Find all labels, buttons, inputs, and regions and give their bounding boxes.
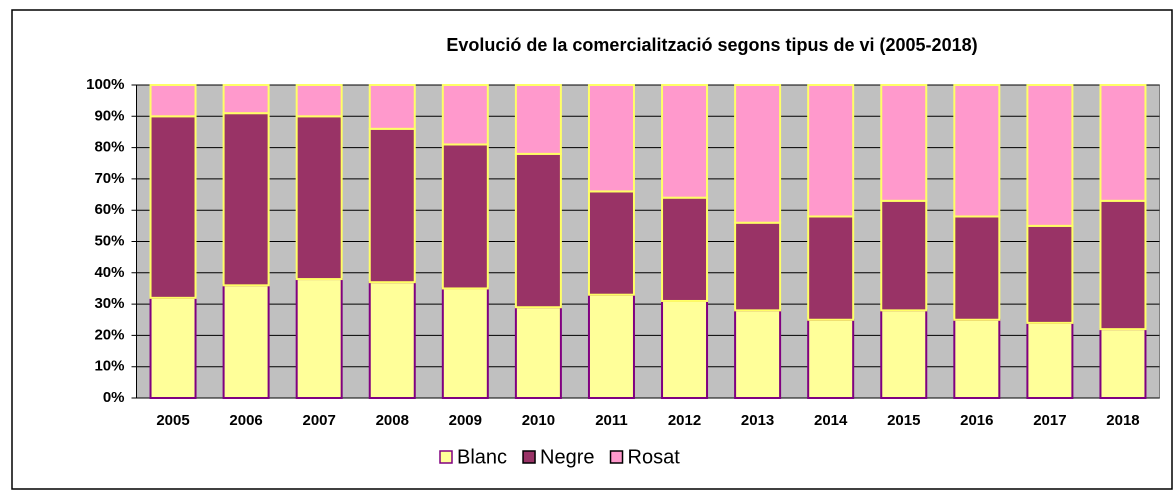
bar-segment bbox=[149, 84, 197, 118]
bar-segment bbox=[734, 221, 782, 312]
x-tick-label: 2005 bbox=[156, 412, 189, 429]
bar-segment bbox=[587, 293, 635, 399]
bar-segment bbox=[222, 112, 270, 287]
bar-segment bbox=[587, 190, 635, 296]
y-tick-label: 60% bbox=[94, 201, 124, 218]
bar-segment bbox=[953, 318, 1001, 399]
y-tick-label: 70% bbox=[94, 170, 124, 187]
y-tick-label: 0% bbox=[103, 389, 125, 406]
x-tick-label: 2009 bbox=[449, 412, 482, 429]
bar-segment bbox=[514, 306, 562, 400]
bar-segment bbox=[295, 278, 343, 399]
bar-segment bbox=[1026, 84, 1074, 227]
y-tick-label: 50% bbox=[94, 232, 124, 249]
x-tick-label: 2010 bbox=[522, 412, 555, 429]
bar-segment bbox=[807, 84, 855, 218]
x-tick-label: 2008 bbox=[376, 412, 409, 429]
bar-segment bbox=[661, 196, 709, 302]
x-tick-label: 2018 bbox=[1106, 412, 1139, 429]
x-tick-label: 2015 bbox=[887, 412, 920, 429]
bar-segment bbox=[441, 287, 489, 400]
x-tick-label: 2017 bbox=[1033, 412, 1066, 429]
y-tick-label: 10% bbox=[94, 358, 124, 375]
bar-segment bbox=[295, 84, 343, 118]
bar-segment bbox=[953, 84, 1001, 218]
legend-label: Rosat bbox=[628, 446, 681, 468]
bar-segment bbox=[514, 84, 562, 155]
bar-segment bbox=[661, 84, 709, 199]
bar-segment bbox=[880, 84, 928, 202]
y-tick-label: 30% bbox=[94, 295, 124, 312]
bar-segment bbox=[368, 281, 416, 399]
bar-segment bbox=[441, 143, 489, 290]
x-tick-label: 2011 bbox=[595, 412, 628, 429]
bar-segment bbox=[222, 284, 270, 400]
bar-segment bbox=[807, 318, 855, 399]
bar-segment bbox=[1026, 224, 1074, 324]
bar-segment bbox=[295, 115, 343, 281]
bar-segment bbox=[1099, 84, 1147, 202]
bar-segment bbox=[222, 84, 270, 115]
bar-segment bbox=[953, 215, 1001, 321]
legend-swatch bbox=[609, 450, 624, 464]
y-tick-label: 20% bbox=[94, 326, 124, 343]
x-tick-label: 2006 bbox=[229, 412, 262, 429]
legend-label: Negre bbox=[540, 446, 594, 468]
x-tick-label: 2007 bbox=[302, 412, 335, 429]
bar-segment bbox=[149, 296, 197, 399]
bar-segment bbox=[734, 309, 782, 399]
y-tick-label: 100% bbox=[86, 76, 124, 93]
bar-segment bbox=[149, 115, 197, 299]
x-tick-label: 2016 bbox=[960, 412, 993, 429]
bar-segment bbox=[1099, 199, 1147, 331]
bar-segment bbox=[880, 309, 928, 399]
bar-segment bbox=[368, 127, 416, 284]
bar-segment bbox=[734, 84, 782, 224]
bar-segment bbox=[368, 84, 416, 130]
chart-title: Evolució de la comercialització segons t… bbox=[446, 35, 977, 55]
bar-segment bbox=[661, 299, 709, 399]
bar-segment bbox=[514, 152, 562, 309]
x-tick-label: 2013 bbox=[741, 412, 774, 429]
y-tick-label: 90% bbox=[94, 107, 124, 124]
bar-segment bbox=[880, 199, 928, 312]
legend-label: Blanc bbox=[457, 446, 507, 468]
bar-segment bbox=[1099, 328, 1147, 400]
x-tick-label: 2012 bbox=[668, 412, 701, 429]
y-tick-label: 80% bbox=[94, 139, 124, 156]
legend-swatch bbox=[439, 450, 453, 464]
bar-segment bbox=[441, 84, 489, 146]
bar-segment bbox=[1026, 321, 1074, 400]
bar-segment bbox=[587, 84, 635, 193]
bar-segment bbox=[807, 215, 855, 321]
y-tick-label: 40% bbox=[94, 264, 124, 281]
x-tick-label: 2014 bbox=[814, 412, 848, 429]
legend-swatch bbox=[522, 450, 536, 464]
